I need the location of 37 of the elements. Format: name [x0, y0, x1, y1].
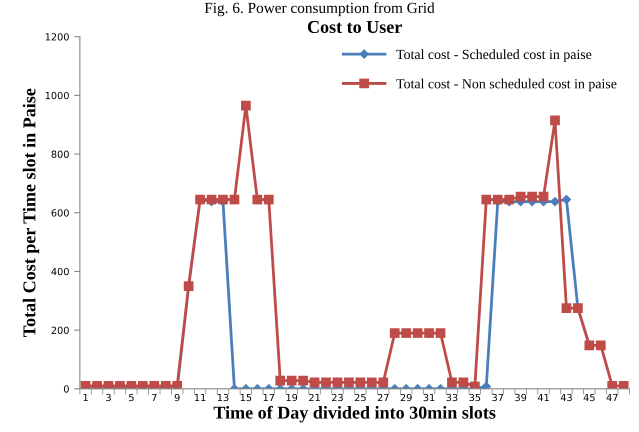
y-tick-label: 1200: [46, 33, 69, 41]
y-tick-label: 800: [52, 150, 69, 158]
x-tick-label: 19: [286, 394, 298, 402]
y-tick-label: 600: [52, 209, 69, 217]
y-tick-label: 1000: [46, 92, 69, 100]
x-tick-label: 25: [354, 394, 366, 402]
chart-title: Cost to User: [308, 20, 402, 34]
x-tick-label: 47: [606, 394, 618, 402]
x-tick-label: 27: [378, 394, 389, 402]
x-tick-label: 3: [106, 394, 111, 402]
x-tick-label: 41: [538, 394, 549, 402]
x-tick-label: 43: [560, 394, 572, 402]
x-tick-label: 13: [218, 394, 228, 402]
x-tick-label: 15: [240, 394, 252, 402]
x-tick-label: 17: [264, 394, 274, 402]
y-tick-label: 400: [51, 268, 69, 276]
y-axis-title: Total Cost per Time slot in Paise: [22, 88, 40, 338]
legend-label: Total cost - Scheduled cost in paise: [396, 49, 592, 62]
x-tick-label: 37: [492, 394, 504, 402]
x-tick-label: 5: [129, 394, 134, 402]
x-tick-label: 1: [84, 394, 88, 402]
x-tick-label: 35: [469, 394, 480, 402]
x-tick-label: 9: [174, 394, 180, 402]
x-tick-label: 23: [332, 394, 343, 402]
x-tick-label: 45: [584, 394, 595, 402]
x-tick-label: 33: [446, 394, 458, 402]
y-tick-label: 200: [52, 326, 69, 334]
legend-label: Total cost - Non scheduled cost in paise: [396, 78, 616, 92]
x-tick-label: 21: [309, 394, 320, 402]
x-tick-label: 29: [400, 394, 412, 402]
x-tick-label: 39: [515, 394, 526, 402]
x-axis-title: Time of Day divided into 30min slots: [214, 406, 496, 422]
x-tick-label: 7: [152, 394, 157, 402]
caption: Fig. 6. Power consumption from Grid: [204, 2, 435, 16]
x-tick-label: 11: [194, 394, 206, 402]
x-tick-label: 31: [424, 394, 434, 402]
y-tick-label: 0: [64, 385, 69, 393]
